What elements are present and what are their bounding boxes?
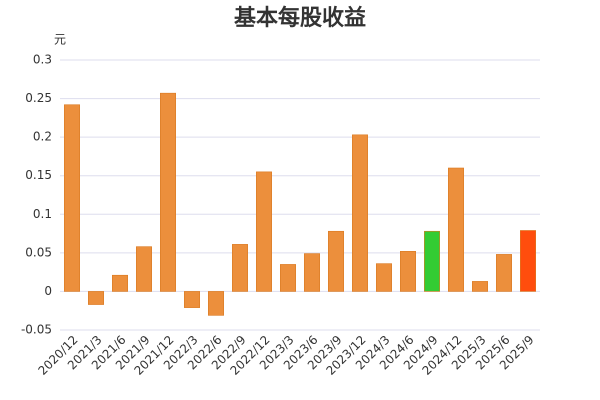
chart-title: 基本每股收益 [234, 5, 366, 31]
bar [208, 291, 224, 316]
bar [496, 254, 512, 292]
bar [232, 244, 248, 292]
bar [376, 263, 392, 292]
bar [328, 230, 344, 292]
bar [400, 251, 416, 292]
y-tick-label: 0.15 [25, 168, 52, 182]
y-tick-label: 0.1 [33, 207, 52, 221]
bar [304, 253, 320, 292]
bar [160, 92, 176, 292]
bar [424, 230, 440, 292]
bar [520, 230, 536, 292]
y-axis-label: 元 [54, 33, 66, 47]
bar [472, 281, 488, 292]
bar [112, 274, 128, 292]
bar [280, 264, 296, 292]
bar [184, 291, 200, 308]
bar [64, 104, 80, 292]
y-tick-label: 0.2 [33, 130, 52, 144]
bar [136, 246, 152, 292]
bar [352, 134, 368, 292]
y-tick-label: -0.05 [21, 323, 52, 337]
bar [88, 291, 104, 305]
y-tick-label: 0.25 [25, 91, 52, 105]
y-tick-label: 0 [44, 284, 52, 298]
bar [448, 167, 464, 292]
bar [256, 171, 272, 292]
y-tick-label: 0.3 [33, 53, 52, 67]
y-tick-label: 0.05 [25, 245, 52, 259]
